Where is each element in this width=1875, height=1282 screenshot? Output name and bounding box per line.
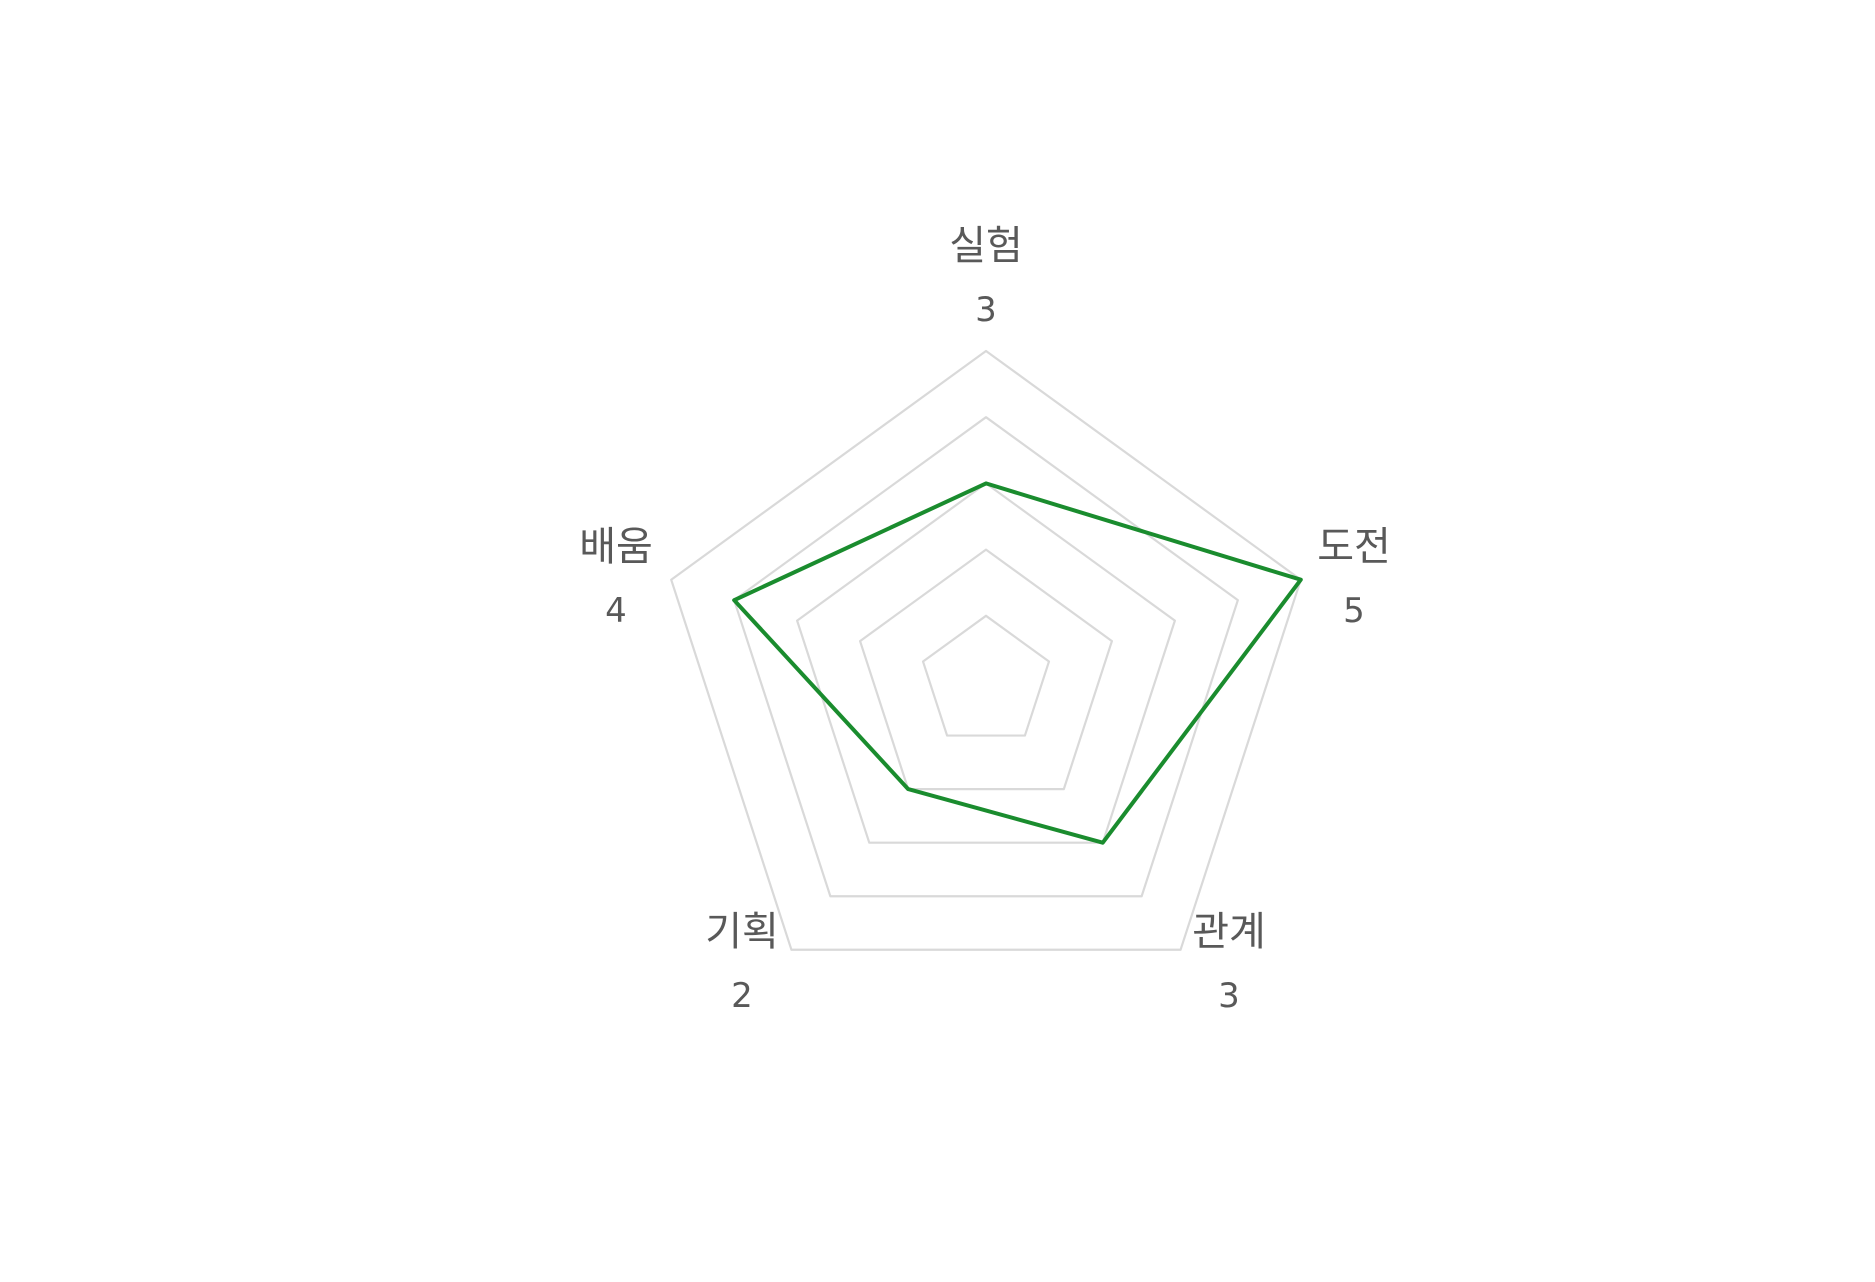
category-label: 실험	[949, 223, 1023, 269]
data-label: 3	[975, 290, 997, 330]
grid-ring-1	[921, 614, 1051, 737]
grid-ring-5	[670, 349, 1302, 951]
data-label: 2	[731, 976, 753, 1016]
grid-rings	[670, 349, 1302, 951]
grid-ring-4	[733, 416, 1239, 898]
category-label: 기획	[705, 909, 779, 955]
category-label: 관계	[1192, 909, 1266, 955]
grid-ring-2	[858, 548, 1114, 791]
category-label: 도전	[1317, 524, 1391, 570]
series-line	[732, 481, 1303, 845]
category-labels: 실험 3 도전 5 관계 3 기획 2 배움 4	[579, 223, 1391, 1016]
category-label: 배움	[579, 524, 653, 570]
data-label: 5	[1343, 591, 1365, 631]
data-label: 4	[605, 591, 627, 631]
grid-ring-3	[796, 482, 1176, 844]
series	[732, 481, 1303, 845]
data-label: 3	[1218, 976, 1240, 1016]
